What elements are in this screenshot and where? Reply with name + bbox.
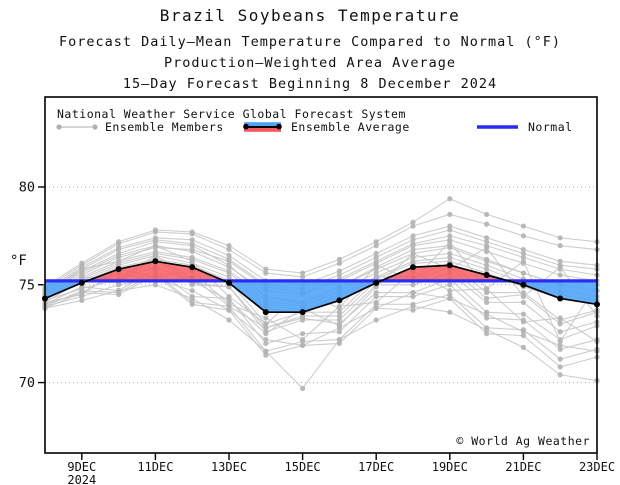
plot-border: [44, 96, 598, 454]
y-axis-label: °F: [10, 253, 27, 269]
x-tick-label: 17DEC: [358, 460, 394, 474]
copyright-watermark: © World Ag Weather: [456, 434, 590, 448]
warm-anomaly-fill: [87, 261, 225, 281]
chart-subtitle-1: Forecast Daily–Mean Temperature Compared…: [59, 34, 561, 50]
legend-header: National Weather Service Global Forecast…: [57, 107, 406, 121]
cool-anomaly-fill: [224, 280, 381, 313]
x-tick-label: 15DEC: [285, 460, 321, 474]
x-tick-label: 11DEC: [137, 460, 173, 474]
legend: National Weather Service Global Forecast…: [56, 107, 572, 134]
anomaly-fills: [45, 261, 597, 313]
ensemble-average-symbol: [243, 122, 282, 132]
cool-anomaly-fill: [45, 280, 88, 299]
x-tick-label: 23DEC: [579, 460, 615, 474]
x-axis-year-label: 2024: [67, 473, 96, 485]
legend-normal-label: Normal: [528, 120, 573, 134]
y-tick-label: 80: [19, 179, 35, 195]
legend-members-label: Ensemble Members: [105, 120, 224, 134]
x-tick-label: 21DEC: [505, 460, 541, 474]
legend-average-label: Ensemble Average: [291, 120, 410, 134]
chart-title: Brazil Soybeans Temperature: [160, 6, 461, 25]
y-tick-label: 75: [19, 277, 35, 293]
ensemble-members-symbol: [56, 124, 98, 130]
x-tick-label: 19DEC: [432, 460, 468, 474]
x-tick-label: 13DEC: [211, 460, 247, 474]
chart-subtitle-2: Production–Weighted Area Average: [164, 55, 456, 71]
y-tick-label: 70: [19, 375, 35, 391]
ensemble-average-line: [42, 258, 600, 316]
chart-subtitle-3: 15–Day Forecast Beginning 8 December 202…: [123, 76, 497, 92]
x-tick-label: 9DEC: [67, 460, 96, 474]
